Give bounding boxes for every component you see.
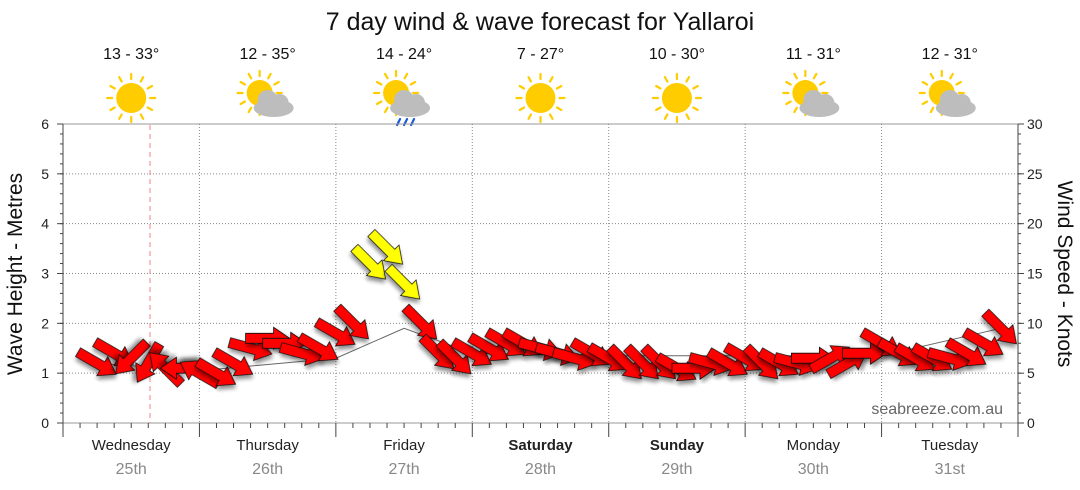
day-date-label: 25th <box>116 461 147 478</box>
sunny-icon <box>515 72 566 124</box>
day-date-label: 26th <box>252 461 283 478</box>
wind-arrow <box>384 263 421 300</box>
rain-shower-icon <box>372 69 431 127</box>
right-tick-label: 10 <box>1027 315 1043 331</box>
day-temperature: 14 - 24° <box>376 46 432 63</box>
chart-title: 7 day wind & wave forecast for Yallaroi <box>326 8 754 36</box>
sunny-icon <box>651 72 703 124</box>
wind-arrow <box>296 332 339 362</box>
partly-cloudy-icon <box>918 69 976 117</box>
right-tick-label: 25 <box>1027 166 1043 182</box>
left-tick-label: 5 <box>41 166 49 182</box>
left-y-axis: 0 1 2 3 4 5 6 <box>41 116 64 431</box>
right-tick-label: 5 <box>1027 365 1035 381</box>
wind-arrow <box>435 338 472 375</box>
day-temperature: 12 - 31° <box>922 46 978 63</box>
right-tick-label: 20 <box>1027 216 1043 232</box>
weather-icon-row <box>106 69 976 127</box>
left-tick-label: 2 <box>41 315 49 331</box>
day-temperature: 7 - 27° <box>517 46 564 63</box>
day-temperature: 11 - 31° <box>786 46 841 63</box>
day-name-label: Wednesday <box>92 437 171 454</box>
day-date-label: 30th <box>798 461 829 478</box>
left-tick-label: 3 <box>41 266 49 282</box>
wind-arrow <box>981 308 1017 345</box>
day-name-label: Tuesday <box>921 437 978 454</box>
wind-arrow <box>367 228 404 265</box>
wind-arrow <box>467 332 509 362</box>
day-date-label: 29th <box>661 461 692 478</box>
watermark: seabreeze.com.au <box>871 401 1003 418</box>
day-name-label: Saturday <box>508 437 573 454</box>
right-tick-label: 30 <box>1027 116 1043 132</box>
day-temperature: 10 - 30° <box>649 46 705 63</box>
wind-arrow <box>313 317 356 347</box>
wind-arrow <box>135 341 165 383</box>
day-date-label: 31st <box>935 461 966 478</box>
day-name-label: Friday <box>383 437 425 454</box>
wind-arrow <box>350 243 387 280</box>
wind-arrow <box>211 347 254 377</box>
day-name-label: Monday <box>787 437 841 454</box>
day-date-label: 27th <box>389 461 420 478</box>
wind-arrow <box>961 327 1004 357</box>
left-tick-label: 4 <box>41 216 49 232</box>
right-y-axis: 0 5 10 15 20 25 30 <box>1017 116 1043 431</box>
left-tick-label: 0 <box>41 415 49 431</box>
wind-arrow <box>944 337 987 367</box>
wind-arrows-series <box>75 228 1017 390</box>
partly-cloudy-icon <box>236 69 294 117</box>
wind-arrow <box>706 347 748 377</box>
wind-arrow <box>842 341 888 365</box>
right-axis-title: Wind Speed - Knots <box>1053 181 1076 368</box>
left-tick-label: 6 <box>41 116 49 132</box>
wind-arrow <box>333 303 369 340</box>
left-axis-title: Wave Height - Metres <box>4 173 27 375</box>
x-axis-day-labels: Wednesday 25th Thursday 26th Friday 27th Satur… <box>92 437 979 478</box>
day-name-label: Sunday <box>650 437 705 454</box>
day-temperature: 13 - 33° <box>103 46 159 63</box>
wind-arrow <box>623 343 659 380</box>
wind-arrow <box>606 343 642 380</box>
wind-arrow <box>75 347 117 377</box>
wind-arrow <box>194 357 237 387</box>
right-tick-label: 0 <box>1027 415 1035 431</box>
chart-grid <box>62 123 1019 437</box>
wind-arrow <box>115 338 151 375</box>
sunny-icon <box>106 72 157 124</box>
day-date-label: 28th <box>525 461 556 478</box>
day-temperature: 12 - 35° <box>240 46 296 63</box>
partly-cloudy-icon <box>782 69 840 117</box>
right-tick-label: 15 <box>1027 266 1043 282</box>
left-tick-label: 1 <box>41 365 49 381</box>
wind-arrow <box>450 337 492 367</box>
day-name-label: Thursday <box>236 437 299 454</box>
temperature-row: 13 - 33° 12 - 35° 14 - 24° 7 - 27° 10 - 30° 1… <box>103 46 978 63</box>
